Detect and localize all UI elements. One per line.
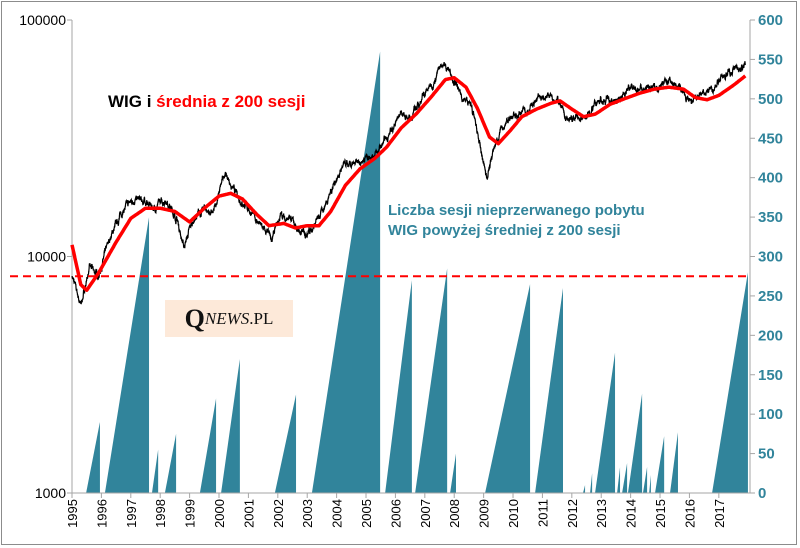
x-axis-tick-label: 2016	[682, 499, 697, 528]
sessions-run-area	[670, 432, 678, 493]
sessions-run-area	[485, 284, 531, 493]
sessions-run-area	[164, 433, 177, 493]
x-axis-tick-label: 2001	[241, 499, 256, 528]
sessions-run-area	[535, 288, 564, 493]
chart-title: WIG i średnia z 200 sesji	[108, 92, 306, 112]
right-axis-tick-label: 100	[758, 406, 783, 423]
x-axis-tick-label: 2012	[565, 499, 580, 528]
x-axis-tick-label: 2008	[447, 499, 462, 528]
sessions-run-area	[642, 466, 648, 493]
sessions-run-area	[627, 393, 643, 493]
right-axis-tick-label: 150	[758, 367, 783, 384]
sessions-run-area	[274, 394, 297, 493]
sessions-run-area	[649, 474, 651, 493]
sessions-run-area	[415, 268, 448, 493]
title-moving-average: średnia z 200 sesji	[156, 92, 306, 111]
moving-average-line	[70, 74, 747, 292]
right-axis-tick-label: 250	[758, 288, 783, 305]
sessions-run-area	[712, 272, 748, 493]
x-axis-tick-label: 2006	[388, 499, 403, 528]
qnews-logo: Q NEWS .PL	[165, 300, 293, 337]
wig-line	[71, 61, 746, 305]
left-axis-tick-label: 10000	[27, 249, 66, 265]
x-axis-tick-label: 2004	[330, 499, 345, 528]
right-axis-tick-label: 550	[758, 51, 783, 68]
x-axis-tick-label: 2015	[653, 499, 668, 528]
right-axis-tick-label: 450	[758, 130, 783, 147]
x-axis-tick-label: 2010	[506, 499, 521, 528]
x-axis-tick-label: 2009	[477, 499, 492, 528]
title-wig: WIG i	[108, 92, 157, 111]
sessions-run-area	[582, 485, 586, 493]
left-axis-tick-label: 1000	[35, 485, 66, 501]
x-axis-tick-label: 1999	[183, 499, 198, 528]
sessions-run-area	[221, 358, 240, 493]
x-axis-tick-label: 2003	[300, 499, 315, 528]
right-axis-tick-label: 50	[758, 446, 775, 463]
sessions-run-area	[617, 466, 621, 493]
right-axis-tick-label: 400	[758, 170, 783, 187]
sessions-run-area	[595, 352, 616, 493]
x-axis-tick-label: 2005	[359, 499, 374, 528]
sessions-run-area	[86, 422, 100, 493]
sessions-run-area	[199, 398, 217, 493]
annotation-line-1: Liczba sesji nieprzerwanego pobytu	[388, 202, 645, 219]
x-axis-tick-label: 2000	[212, 499, 227, 528]
right-axis-tick-label: 350	[758, 209, 783, 226]
x-axis-tick-label: 2017	[712, 499, 727, 528]
sessions-run-area	[590, 473, 593, 493]
logo-pl: .PL	[249, 308, 274, 328]
x-axis-tick-label: 2014	[624, 499, 639, 528]
annotation-line-2: WIG powyżej średniej z 200 sesji	[388, 222, 621, 239]
sessions-run-area	[655, 436, 665, 493]
sessions-annotation: Liczba sesji nieprzerwanego pobytu WIG p…	[388, 201, 645, 241]
x-axis-tick-label: 1998	[153, 499, 168, 528]
sessions-run-area	[311, 51, 381, 494]
logo-q: Q	[184, 303, 205, 333]
left-axis-tick-label: 100000	[19, 12, 66, 28]
right-axis-tick-label: 0	[758, 485, 766, 502]
right-axis-tick-label: 200	[758, 327, 783, 344]
sessions-run-area	[450, 453, 456, 493]
sessions-run-area	[151, 449, 159, 493]
x-axis-tick-label: 2011	[535, 499, 550, 527]
logo-news: NEWS	[204, 308, 250, 328]
right-axis-tick-label: 600	[758, 12, 783, 29]
sessions-run-area	[385, 280, 412, 493]
x-axis-tick-label: 1997	[124, 499, 139, 528]
sessions-run-area	[104, 217, 150, 494]
x-axis-tick-label: 1995	[65, 499, 80, 528]
right-axis-tick-label: 300	[758, 249, 783, 266]
x-axis-tick-label: 2007	[418, 499, 433, 528]
x-axis-tick-label: 2013	[594, 499, 609, 528]
x-axis-tick-label: 1996	[94, 499, 109, 528]
sessions-run-area	[622, 463, 628, 493]
right-axis-tick-label: 500	[758, 91, 783, 108]
x-axis-tick-label: 2002	[271, 499, 286, 528]
